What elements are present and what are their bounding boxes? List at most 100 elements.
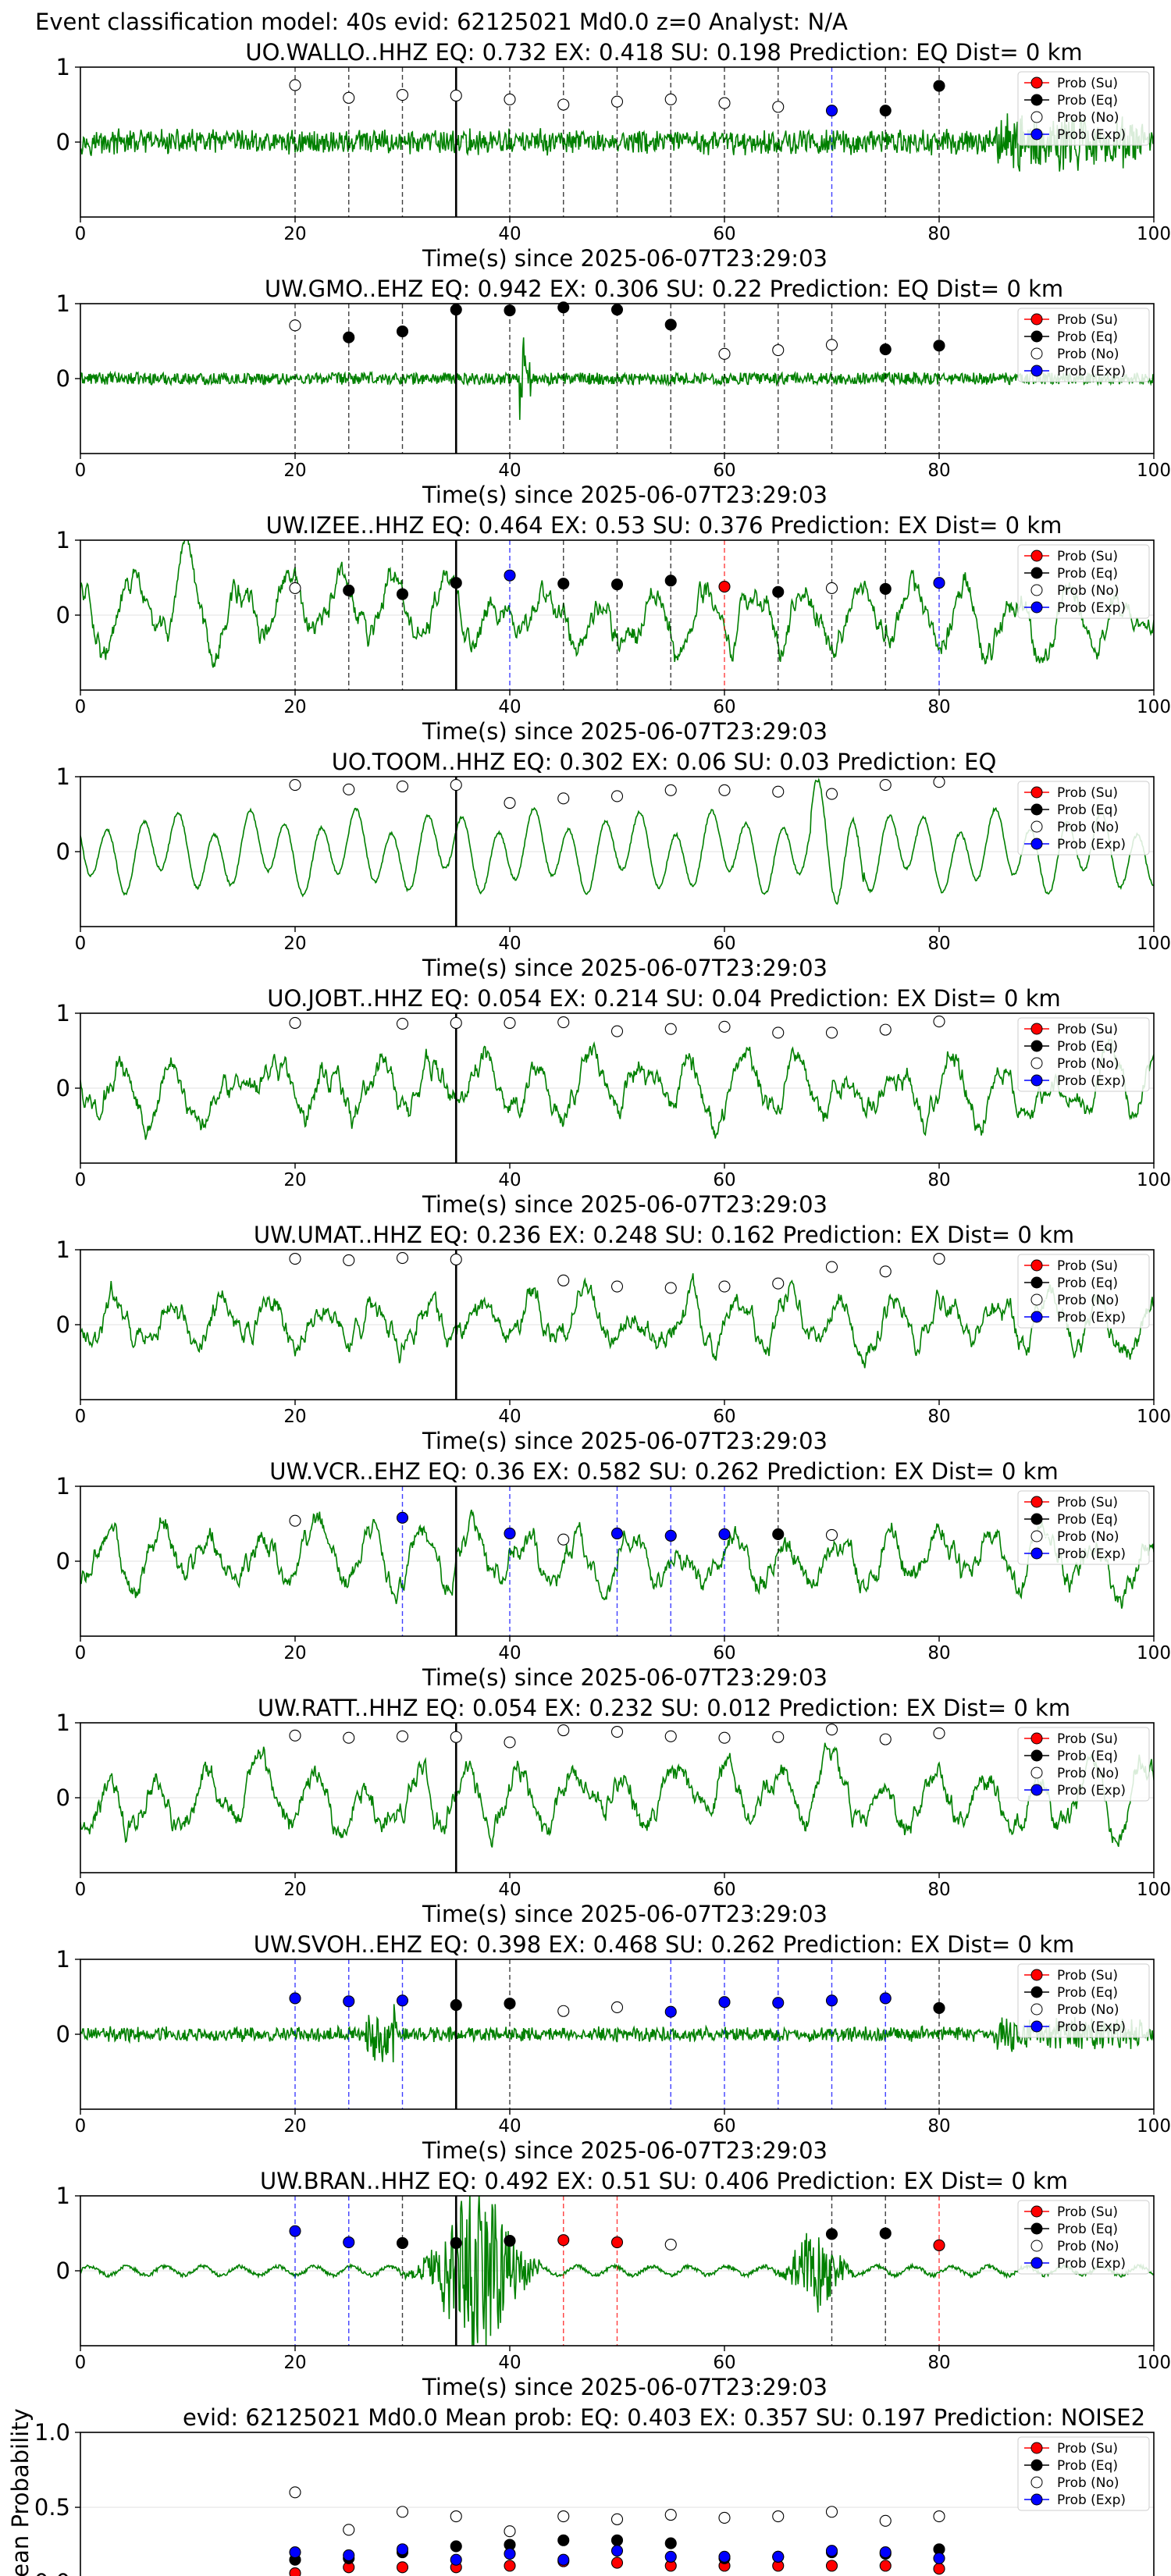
prob-point-su	[610, 2236, 624, 2249]
prob-point-eq	[933, 80, 945, 92]
prob-point-exp	[343, 2236, 355, 2249]
prob-point-eq	[450, 1999, 462, 2012]
legend-box	[1017, 1017, 1150, 1092]
prob-point-no	[879, 1265, 892, 1278]
prob-point-eq	[450, 2540, 462, 2553]
subplot-6: 0 20 40 60 80 100 0 1 UW.UMAT..HHZ EQ: 0.236 EX:…	[56, 1222, 1171, 1454]
prob-point-exp	[343, 1995, 355, 2008]
x-tick-label: 0	[75, 697, 87, 717]
x-tick-label: 20	[283, 224, 306, 244]
legend-marker-exp	[1030, 365, 1043, 377]
prob-point-su	[504, 2560, 516, 2572]
prob-point-no	[718, 1731, 731, 1744]
legend-marker-exp	[1030, 2257, 1043, 2269]
prob-point-no	[879, 779, 892, 792]
legend-label: Prob (Eq)	[1057, 1749, 1118, 1764]
legend-marker-exp	[1030, 2493, 1043, 2506]
prob-point-no	[396, 88, 409, 101]
legend-label: Prob (No)	[1057, 1293, 1119, 1308]
prob-point-no	[933, 776, 945, 788]
waveform-trace	[80, 1742, 1154, 1848]
x-tick-label: 80	[927, 224, 950, 244]
x-tick-label: 100	[1137, 1643, 1171, 1663]
x-tick-label: 0	[75, 1880, 87, 1900]
legend: Prob (Su)Prob (Eq)Prob (No)Prob (Exp)	[1017, 2436, 1150, 2511]
legend-marker-su	[1030, 1732, 1043, 1745]
prob-point-no	[664, 784, 677, 796]
legend-label: Prob (No)	[1057, 820, 1119, 835]
prob-point-eq	[610, 578, 624, 591]
prob-point-eq	[610, 2534, 624, 2546]
subplot-3: 0 20 40 60 80 100 0 1 UW.IZEE..HHZ EQ: 0.464 EX:…	[56, 512, 1171, 745]
x-axis-label: Time(s) since 2025-06-07T23:29:03	[422, 1664, 828, 1691]
x-axis-label: Time(s) since 2025-06-07T23:29:03	[422, 2137, 828, 2164]
legend-marker-eq	[1030, 1986, 1043, 1998]
legend-marker-exp	[1030, 601, 1043, 614]
legend-label: Prob (No)	[1057, 583, 1119, 599]
prob-point-no	[825, 582, 838, 594]
prob-point-exp	[772, 1997, 785, 2009]
prob-point-eq	[396, 325, 409, 338]
y-tick-label: 0	[56, 129, 70, 155]
legend-label: Prob (Eq)	[1057, 329, 1118, 345]
legend-label: Prob (No)	[1057, 1766, 1119, 1781]
prob-point-no	[664, 1730, 677, 1742]
subplot-title: UW.GMO..EHZ EQ: 0.942 EX: 0.306 SU: 0.22…	[265, 276, 1063, 302]
legend-marker-su	[1030, 2205, 1043, 2218]
prob-point-su	[610, 2556, 624, 2569]
x-tick-label: 60	[713, 934, 735, 954]
prob-point-no	[396, 2506, 409, 2518]
legend-box	[1017, 1254, 1150, 1329]
x-axis-label: Time(s) since 2025-06-07T23:29:03	[422, 482, 828, 508]
prob-point-no	[879, 2514, 892, 2527]
prob-point-eq	[450, 577, 462, 589]
prob-point-exp	[504, 1527, 516, 1540]
legend-label: Prob (Su)	[1057, 785, 1118, 801]
x-tick-label: 80	[927, 1643, 950, 1663]
legend-marker-exp	[1030, 1074, 1043, 1087]
legend-label: Prob (Eq)	[1057, 93, 1118, 109]
legend-marker-no	[1030, 820, 1043, 833]
y-tick-label: 1.0	[34, 2419, 70, 2446]
subplot-2: 0 20 40 60 80 100 0 1 UW.GMO..EHZ EQ: 0.942 EX: …	[56, 276, 1171, 508]
legend-marker-eq	[1030, 1276, 1043, 1289]
prob-point-no	[557, 1724, 570, 1737]
y-tick-label: 1	[56, 1473, 70, 1500]
prob-point-exp	[289, 1992, 301, 2005]
prob-point-no	[772, 1277, 785, 1290]
prob-point-no	[450, 1731, 462, 1743]
x-tick-label: 80	[927, 2353, 950, 2373]
x-tick-label: 100	[1137, 2116, 1171, 2137]
prob-point-no	[610, 2513, 624, 2525]
legend-marker-eq	[1030, 1513, 1043, 1525]
prob-point-exp	[289, 2225, 301, 2237]
prob-point-no	[772, 785, 785, 798]
prob-point-su	[933, 2239, 945, 2251]
prob-point-exp	[772, 2550, 785, 2563]
legend-marker-eq	[1030, 567, 1043, 579]
prob-point-exp	[289, 2546, 301, 2559]
subplot-10: 0 20 40 60 80 100 0 1 UW.BRAN..HHZ EQ: 0.492 EX:…	[56, 2168, 1171, 2400]
prob-point-no	[933, 1016, 945, 1028]
legend-marker-eq	[1030, 1040, 1043, 1052]
x-tick-label: 40	[498, 461, 521, 481]
y-tick-label: 1	[56, 1236, 70, 1263]
legend-marker-su	[1030, 76, 1043, 89]
prob-point-no	[825, 1261, 838, 1273]
legend-label: Prob (Su)	[1057, 312, 1118, 328]
y-tick-label: 1	[56, 290, 70, 317]
subplot-title: UO.JOBT..HHZ EQ: 0.054 EX: 0.214 SU: 0.0…	[267, 985, 1061, 1012]
legend: Prob (Su)Prob (Eq)Prob (No)Prob (Exp)	[1017, 1490, 1150, 1565]
legend-label: Prob (Eq)	[1057, 1512, 1118, 1528]
x-tick-label: 80	[927, 1407, 950, 1427]
prob-point-no	[664, 93, 677, 105]
prob-point-exp	[504, 2547, 516, 2560]
prob-point-no	[450, 779, 462, 792]
x-tick-label: 0	[75, 1170, 87, 1190]
prob-point-exp	[504, 569, 516, 582]
waveform-trace	[80, 1273, 1154, 1368]
x-tick-label: 60	[713, 1407, 735, 1427]
legend-label: Prob (Su)	[1057, 1258, 1118, 1274]
prob-point-no	[557, 792, 570, 805]
